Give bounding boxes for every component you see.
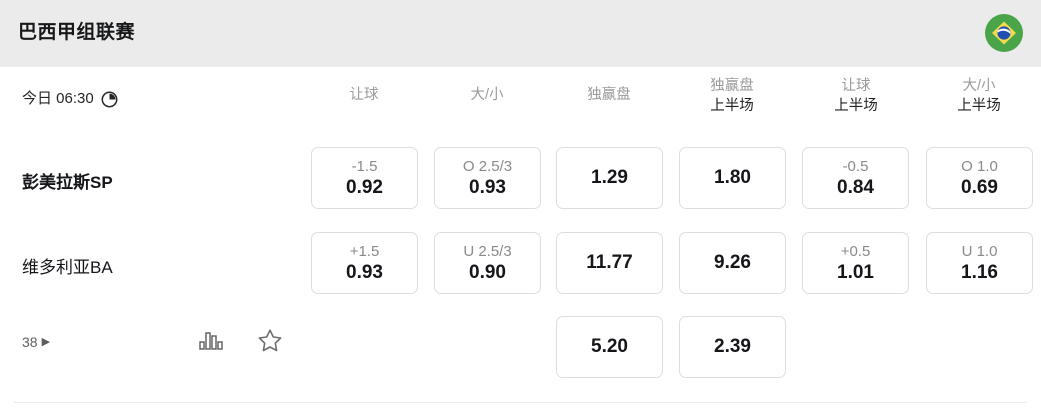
odds-cell-over-under-under[interactable]: U 2.5/3 0.90 <box>434 232 541 294</box>
odds-line: +0.5 <box>840 243 871 260</box>
column-header-over-under: 大/小 <box>427 85 547 105</box>
odds-cell-moneyline-away[interactable]: 11.77 <box>556 232 663 294</box>
more-markets-count: 38 <box>22 334 38 350</box>
odds-cell-moneyline-1h-home[interactable]: 1.80 <box>679 147 786 209</box>
column-header-row: 今日 06:30 让球 大/小 独赢盘 独赢盘 上半场 让球 上半场 大/ <box>0 67 1041 132</box>
home-team-name: 彭美拉斯SP <box>22 173 113 192</box>
more-markets-button[interactable]: 38 ▶ <box>22 333 50 351</box>
odds-price: 5.20 <box>591 336 628 357</box>
bar-chart-icon <box>199 330 223 356</box>
odds-line: -1.5 <box>351 158 378 175</box>
odds-price: 1.16 <box>961 262 998 283</box>
odds-cell-over-under-1h-over[interactable]: O 1.0 0.69 <box>926 147 1033 209</box>
star-outline-icon <box>257 328 283 358</box>
chevron-right-icon: ▶ <box>41 336 51 348</box>
odds-price: 0.90 <box>469 262 506 283</box>
column-header-title: 独赢盘 <box>710 78 754 94</box>
odds-price: 0.93 <box>469 177 506 198</box>
column-header-title: 让球 <box>841 78 871 94</box>
stats-button[interactable] <box>196 330 226 356</box>
odds-cell-handicap-1h-home[interactable]: -0.5 0.84 <box>802 147 909 209</box>
odds-price: 11.77 <box>586 252 633 273</box>
odds-cell-handicap-away[interactable]: +1.5 0.93 <box>311 232 418 294</box>
column-header-subtitle: 上半场 <box>834 98 878 114</box>
kickoff-time: 今日 06:30 <box>22 90 94 107</box>
odds-line: +1.5 <box>349 243 380 260</box>
column-header-title: 让球 <box>349 87 379 103</box>
league-title: 巴西甲组联赛 <box>18 22 136 43</box>
brazil-flag-icon <box>985 14 1023 52</box>
odds-line: O 1.0 <box>961 158 998 175</box>
odds-line: -0.5 <box>842 158 869 175</box>
clock-pie-icon <box>101 91 118 108</box>
favorite-button[interactable] <box>255 328 285 358</box>
odds-cell-moneyline-1h-draw[interactable]: 2.39 <box>679 316 786 378</box>
odds-price: 1.80 <box>714 167 751 188</box>
column-header-title: 大/小 <box>470 87 504 103</box>
column-header-subtitle: 上半场 <box>957 98 1001 114</box>
odds-cell-over-under-over[interactable]: O 2.5/3 0.93 <box>434 147 541 209</box>
odds-cell-moneyline-1h-away[interactable]: 9.26 <box>679 232 786 294</box>
odds-price: 0.93 <box>346 262 383 283</box>
odds-price: 9.26 <box>714 252 751 273</box>
column-header-title: 独赢盘 <box>587 87 631 103</box>
column-header-handicap-1h: 让球 上半场 <box>796 76 916 116</box>
bottom-divider <box>14 402 1027 403</box>
column-header-moneyline: 独赢盘 <box>549 85 669 105</box>
odds-price: 2.39 <box>714 336 751 357</box>
column-header-subtitle: 上半场 <box>710 98 754 114</box>
odds-line: U 2.5/3 <box>463 243 512 260</box>
odds-price: 0.69 <box>961 177 998 198</box>
kickoff-time-group: 今日 06:30 <box>22 89 118 109</box>
odds-price: 0.92 <box>346 177 383 198</box>
odds-cell-handicap-1h-away[interactable]: +0.5 1.01 <box>802 232 909 294</box>
column-header-title: 大/小 <box>962 78 996 94</box>
odds-cell-handicap-home[interactable]: -1.5 0.92 <box>311 147 418 209</box>
column-header-moneyline-1h: 独赢盘 上半场 <box>672 76 792 116</box>
odds-price: 0.84 <box>837 177 874 198</box>
league-header[interactable]: 巴西甲组联赛 <box>0 0 1041 67</box>
odds-cell-over-under-1h-under[interactable]: U 1.0 1.16 <box>926 232 1033 294</box>
odds-price: 1.01 <box>837 262 874 283</box>
away-team-name: 维多利亚BA <box>22 258 113 277</box>
column-header-handicap: 让球 <box>304 85 424 105</box>
odds-price: 1.29 <box>591 167 628 188</box>
odds-line: U 1.0 <box>961 243 998 260</box>
odds-cell-moneyline-draw[interactable]: 5.20 <box>556 316 663 378</box>
column-header-over-under-1h: 大/小 上半场 <box>919 76 1039 116</box>
odds-line: O 2.5/3 <box>462 158 513 175</box>
odds-cell-moneyline-home[interactable]: 1.29 <box>556 147 663 209</box>
